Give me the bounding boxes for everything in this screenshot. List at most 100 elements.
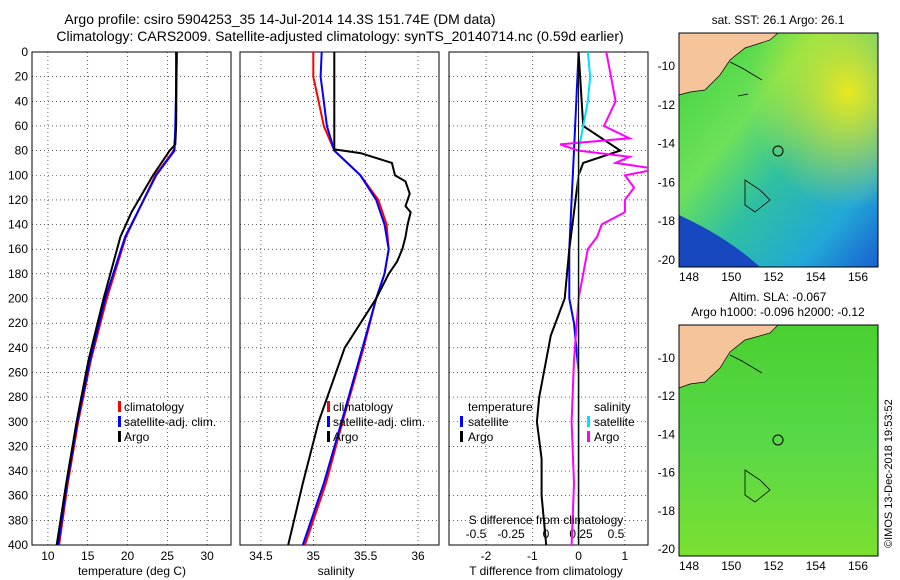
temperature-lines (55, 52, 178, 545)
legend-s-satellite: satellite (594, 415, 635, 429)
title-line-2: Climatology: CARS2009. Satellite-adjuste… (56, 28, 623, 44)
depth-tick-label: 100 (8, 168, 28, 182)
x-tick-label: -1 (527, 549, 538, 563)
difference-xlabel: T difference from climatology (469, 564, 623, 578)
sal-legend-argo: Argo (333, 430, 359, 444)
imos-stamp: ©IMOS 13-Dec-2018 19:53:52 (883, 399, 895, 548)
x-tick-label: 35 (307, 549, 321, 563)
salinity-tick-labels: 34.5 35 35.5 36 (249, 549, 425, 563)
difference-grid (449, 51, 648, 546)
x-tick-label: -2 (481, 549, 492, 563)
s-diff-tick-label: 0.5 (608, 527, 625, 541)
depth-tick-label: 0 (21, 45, 28, 59)
depth-tick-label: 340 (8, 464, 28, 478)
sla-map-ticks: 148 150 152 154 156 -10 -12 -14 -16 -18 -20 (658, 351, 869, 573)
depth-tick-label: 360 (8, 489, 28, 503)
sst-argo-location (772, 145, 784, 157)
x-tick-label: 10 (41, 549, 55, 563)
map-y-tick: -18 (658, 504, 676, 518)
depth-tick-label: 120 (8, 193, 28, 207)
sal-legend-climatology: climatology (333, 400, 393, 414)
x-tick-label: 1 (622, 549, 629, 563)
legend-t-satellite: satellite (468, 415, 509, 429)
legend-climatology: climatology (124, 400, 184, 414)
x-tick-label: 36 (411, 549, 425, 563)
series-line (55, 52, 178, 545)
sla-map-title-1: Altim. SLA: -0.067 (730, 290, 827, 304)
sst-map-ticks: 148 150 152 154 156 -10 -12 -14 -16 -18 -20 (658, 59, 869, 284)
x-tick-label: 0 (575, 549, 582, 563)
legend-t-argo: Argo (468, 430, 494, 444)
salinity-diff-tick-labels: -0.5 -0.25 0 0.25 0.5 (466, 527, 625, 541)
map-x-tick: 152 (763, 270, 783, 284)
sst-cold-water (679, 215, 760, 267)
series-line (301, 52, 390, 545)
x-tick-label: 15 (81, 549, 95, 563)
sst-map-frame (678, 32, 879, 268)
difference-tick-labels: -2 -1 0 1 (481, 549, 629, 563)
map-y-tick: -10 (658, 351, 676, 365)
temperature-legend: climatology satellite-adj. clim. Argo (118, 400, 216, 444)
sal-legend-argo-swatch (327, 431, 330, 442)
map-y-tick: -16 (658, 466, 676, 480)
depth-tick-label: 380 (8, 513, 28, 527)
sla-map-frame (678, 324, 879, 557)
sst-map-title: sat. SST: 26.1 Argo: 26.1 (712, 13, 845, 27)
legend-t-argo-swatch (460, 431, 463, 442)
legend-climatology-swatch (118, 401, 121, 412)
salinity-lines (287, 52, 412, 545)
salinity-axes-frame (239, 51, 440, 546)
difference-xlabel-salinity: S difference from climatology (469, 513, 624, 527)
x-tick-label: 25 (161, 549, 175, 563)
depth-tick-label: 260 (8, 365, 28, 379)
sal-legend-satellite-swatch (327, 416, 330, 427)
legend-temperature-heading: temperature (468, 400, 533, 414)
sla-coastlines (729, 354, 771, 503)
map-x-tick: 150 (721, 270, 741, 284)
depth-tick-label: 160 (8, 242, 28, 256)
salinity-xlabel: salinity (318, 564, 355, 578)
legend-t-satellite-swatch (460, 416, 463, 427)
temperature-grid (32, 51, 231, 546)
series-line (287, 52, 412, 545)
map-y-tick: -12 (658, 98, 676, 112)
legend-argo-swatch (118, 431, 121, 442)
legend-argo: Argo (124, 430, 150, 444)
depth-tick-label: 60 (15, 119, 29, 133)
depth-tick-label: 220 (8, 316, 28, 330)
difference-panel: -2 -1 0 1 -0.5 -0.25 0 0.25 0.5 T difference fr… (448, 51, 649, 578)
x-tick-label: 35.5 (354, 549, 378, 563)
sst-land (678, 32, 779, 96)
map-x-tick: 156 (848, 559, 868, 573)
sla-land (678, 324, 779, 389)
depth-tick-label: 320 (8, 439, 28, 453)
salinity-panel: 34.5 35 35.5 36 salinity climatology satell… (239, 51, 440, 578)
series-line (559, 52, 648, 545)
sla-map-title-2: Argo h1000: -0.096 h2000: -0.12 (691, 305, 865, 319)
legend-salinity-heading: salinity (594, 400, 631, 414)
x-tick-label: 34.5 (249, 549, 273, 563)
difference-axes-frame (448, 51, 649, 546)
map-y-tick: -18 (658, 214, 676, 228)
salinity-grid (240, 51, 439, 546)
sal-legend-satellite-adj: satellite-adj. clim. (333, 415, 425, 429)
map-y-tick: -12 (658, 389, 676, 403)
x-tick-label: 30 (200, 549, 214, 563)
map-x-tick: 148 (679, 270, 699, 284)
legend-s-argo: Argo (594, 430, 620, 444)
sst-coastlines (729, 61, 771, 213)
sla-argo-location (772, 434, 784, 446)
legend-s-argo-swatch (587, 431, 590, 442)
depth-tick-label: 20 (15, 70, 29, 84)
legend-s-satellite-swatch (587, 416, 590, 427)
map-x-tick: 152 (763, 559, 783, 573)
depth-tick-label: 180 (8, 267, 28, 281)
sst-map: sat. SST: 26.1 Argo: 26.1 148 150 152 154 15… (658, 13, 879, 284)
depth-tick-label: 40 (15, 94, 29, 108)
map-y-tick: -16 (658, 175, 676, 189)
map-x-tick: 156 (848, 270, 868, 284)
s-diff-tick-label: -0.5 (466, 527, 487, 541)
depth-tick-label: 240 (8, 341, 28, 355)
map-y-tick: -10 (658, 59, 676, 73)
